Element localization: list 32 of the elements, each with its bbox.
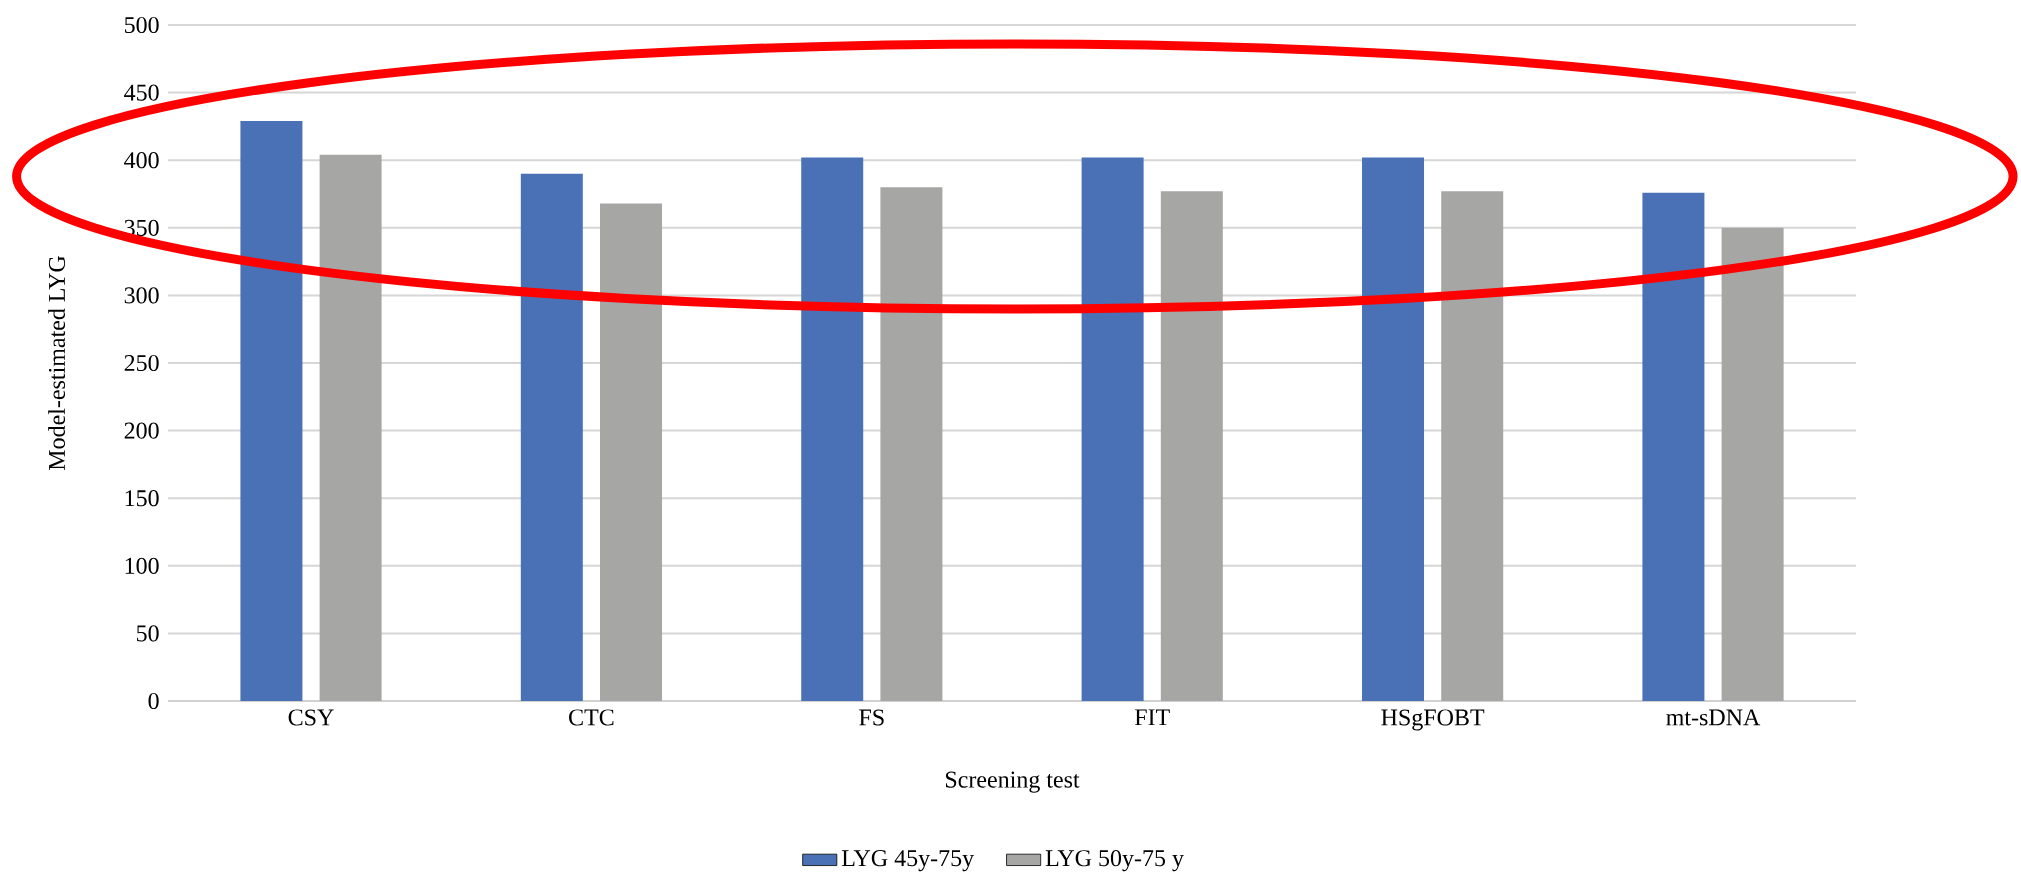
y-tick-label: 50 <box>136 625 159 642</box>
x-axis-title: Screening test <box>945 771 1080 793</box>
y-tick-label: 400 <box>124 152 159 169</box>
y-tick-label: 150 <box>125 490 159 507</box>
bar <box>1160 191 1223 701</box>
bar <box>880 187 943 701</box>
y-tick-label: 200 <box>124 422 159 439</box>
legend-label: LYG 45y-75y <box>841 850 975 872</box>
bar <box>1642 192 1705 701</box>
y-tick-label: 250 <box>124 354 159 372</box>
bar <box>1362 157 1425 701</box>
y-axis-title: Model-estimated LYG <box>48 255 66 471</box>
bar <box>1721 227 1784 701</box>
legend-label: LYG 50y-75 y <box>1045 850 1184 872</box>
bar <box>520 173 583 701</box>
y-tick-label: 100 <box>125 557 159 574</box>
bar <box>1441 191 1504 701</box>
y-tick-label: 500 <box>124 16 159 34</box>
y-tick-label: 300 <box>124 287 159 304</box>
bar <box>319 154 382 701</box>
x-tick-label: CSY <box>288 709 334 726</box>
bar <box>240 120 303 701</box>
bar <box>801 157 864 701</box>
x-tick-label: CTC <box>569 709 614 726</box>
x-tick-label: HSgFOBT <box>1381 709 1485 731</box>
x-tick-label: FS <box>859 709 884 726</box>
bar <box>600 203 663 701</box>
bar <box>1081 157 1144 701</box>
x-tick-label: mt-sDNA <box>1666 709 1761 726</box>
y-tick-label: 450 <box>124 84 159 101</box>
x-tick-label: FIT <box>1134 709 1170 726</box>
y-tick-label: 0 <box>148 692 159 710</box>
